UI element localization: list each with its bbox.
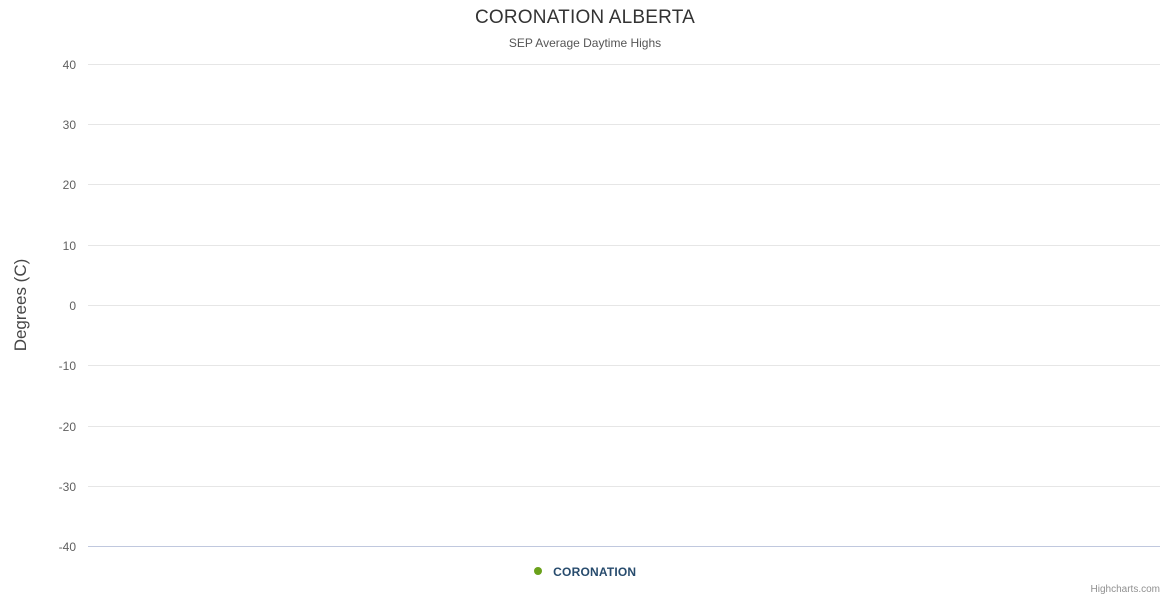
gridline: [88, 245, 1160, 246]
x-axis-line: [88, 546, 1160, 547]
plot-area: [88, 60, 1160, 552]
y-axis-tick-label: -30: [58, 480, 76, 494]
gridline: [88, 124, 1160, 125]
legend-item-coronation[interactable]: CORONATION: [533, 562, 637, 582]
chart-legend: CORONATION: [0, 562, 1170, 582]
y-axis-tick-label: 0: [69, 299, 76, 313]
y-axis-tick-label: 30: [62, 118, 76, 132]
y-axis-tick-label: -40: [58, 540, 76, 554]
gridline: [88, 184, 1160, 185]
gridline: [88, 64, 1160, 65]
y-axis-tick-label: -20: [58, 420, 76, 434]
chart-title: CORONATION ALBERTA: [474, 7, 696, 28]
y-axis-tick-label: -10: [58, 359, 76, 373]
gridline: [88, 305, 1160, 306]
gridline: [88, 365, 1160, 366]
y-axis-tick-label: 10: [62, 239, 76, 253]
circle-marker-icon: [533, 567, 542, 575]
y-axis-tick-label: 20: [62, 178, 76, 192]
gridline: [88, 426, 1160, 427]
highcharts-credits-link[interactable]: Highcharts.com: [1090, 584, 1160, 595]
y-axis-tick-label: 40: [62, 58, 76, 72]
legend-item-label: CORONATION: [553, 565, 637, 579]
gridline: [88, 486, 1160, 487]
chart-subtitle: SEP Average Daytime Highs: [508, 36, 662, 50]
